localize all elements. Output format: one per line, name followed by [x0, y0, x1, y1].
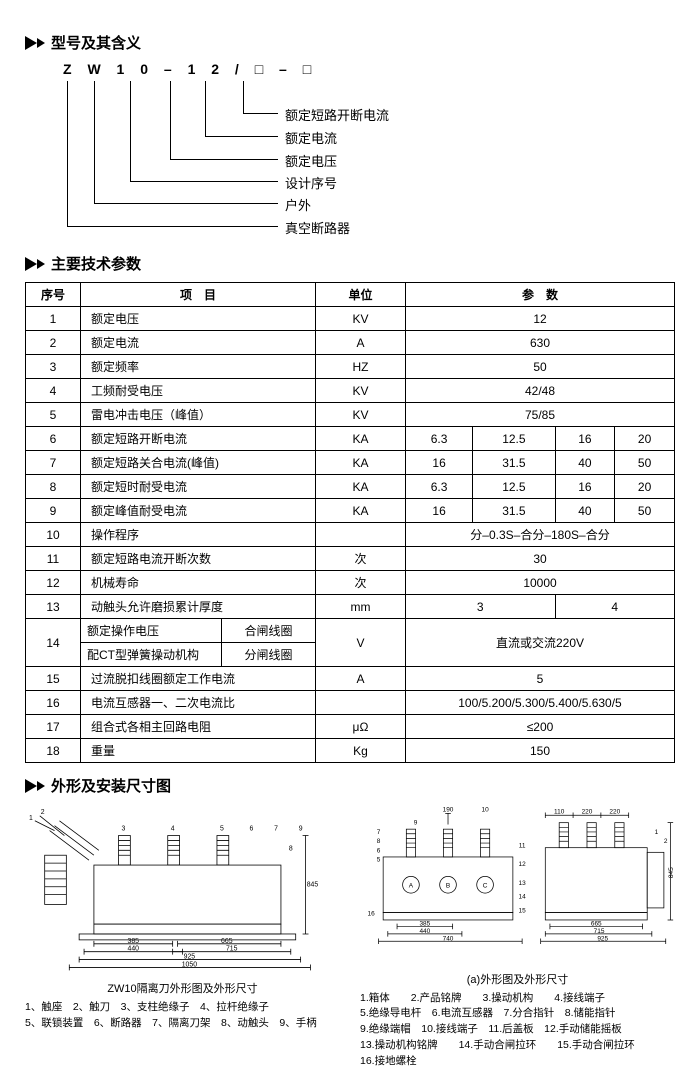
table-row: 12机械寿命次10000	[26, 571, 675, 595]
model-label: 额定电压	[285, 151, 337, 170]
table-row: 3额定频率HZ50	[26, 355, 675, 379]
table-row: 2额定电流A630	[26, 331, 675, 355]
model-code-diagram: Z W 1 0 – 1 2 / □ – □ 额定短路开断电流 额定电流 额定电压…	[45, 61, 675, 241]
model-code-text: Z W 1 0 – 1 2 / □ – □	[63, 61, 317, 77]
table-row: 1额定电压KV12	[26, 307, 675, 331]
svg-text:2: 2	[664, 838, 668, 845]
svg-text:665: 665	[591, 921, 602, 928]
model-label: 额定短路开断电流	[285, 105, 389, 124]
table-row: 5雷电冲击电压（峰值）KV75/85	[26, 403, 675, 427]
svg-text:5: 5	[220, 826, 224, 833]
svg-text:7: 7	[274, 826, 278, 833]
spec-table: 序号 项 目 单位 参 数 1额定电压KV12 2额定电流A630 3额定频率H…	[25, 282, 675, 763]
svg-text:220: 220	[609, 808, 620, 815]
section-header-model: 型号及其含义	[25, 32, 675, 53]
svg-text:4: 4	[171, 826, 175, 833]
svg-text:A: A	[409, 883, 414, 890]
table-row: 6额定短路开断电流KA6.312.51620	[26, 427, 675, 451]
model-label: 设计序号	[285, 173, 337, 192]
svg-text:220: 220	[582, 808, 593, 815]
drawing-legend: 1、触座 2、触刀 3、支柱绝缘子 4、拉杆绝缘子 5、联锁装置 6、断路器 7…	[25, 1000, 340, 1032]
table-row: 4工频耐受电压KV42/48	[26, 379, 675, 403]
svg-text:925: 925	[597, 935, 608, 942]
arrow-icon	[25, 779, 37, 793]
svg-text:385: 385	[419, 921, 430, 928]
svg-text:15: 15	[519, 908, 527, 915]
svg-text:16: 16	[368, 910, 376, 917]
svg-text:925: 925	[184, 954, 196, 961]
svg-text:13: 13	[519, 880, 527, 887]
svg-text:5: 5	[377, 857, 381, 864]
model-label: 真空断路器	[285, 218, 350, 237]
th-item: 项 目	[81, 283, 316, 307]
svg-text:6: 6	[377, 847, 381, 854]
svg-text:11: 11	[519, 843, 526, 850]
section-header-dimensions: 外形及安装尺寸图	[25, 775, 675, 796]
svg-text:C: C	[483, 883, 488, 890]
svg-text:440: 440	[128, 946, 140, 953]
arrow-icon	[37, 38, 45, 48]
svg-text:1: 1	[29, 815, 33, 822]
section-title: 型号及其含义	[51, 32, 141, 53]
table-row: 18重量Kg150	[26, 739, 675, 763]
drawing-caption: (a)外形图及外形尺寸	[360, 971, 675, 987]
svg-text:715: 715	[226, 946, 238, 953]
table-row: 13动触头允许磨损累计厚度mm34	[26, 595, 675, 619]
svg-text:B: B	[446, 883, 450, 890]
th-unit: 单位	[316, 283, 406, 307]
tech-drawing-icon: 7865 919010 1112131415 16 ABC 385 440 74…	[360, 806, 675, 964]
svg-text:2: 2	[41, 809, 45, 816]
model-label: 户外	[285, 195, 311, 214]
svg-text:1: 1	[655, 829, 659, 836]
th-seq: 序号	[26, 283, 81, 307]
section-title: 外形及安装尺寸图	[51, 775, 171, 796]
svg-text:845: 845	[307, 882, 319, 889]
table-row: 16电流互感器一、二次电流比100/5.200/5.300/5.400/5.63…	[26, 691, 675, 715]
table-row: 8额定短时耐受电流KA6.312.51620	[26, 475, 675, 499]
section-header-params: 主要技术参数	[25, 253, 675, 274]
svg-text:8: 8	[377, 838, 381, 845]
svg-text:845: 845	[668, 867, 675, 878]
svg-text:6: 6	[249, 826, 253, 833]
table-row: 15过流脱扣线圈额定工作电流A5	[26, 667, 675, 691]
svg-text:110: 110	[554, 808, 565, 815]
table-row: 11额定短路电流开断次数次30	[26, 547, 675, 571]
svg-text:740: 740	[443, 935, 454, 942]
svg-text:9: 9	[414, 820, 418, 827]
svg-text:665: 665	[221, 938, 233, 945]
table-row: 7额定短路关合电流(峰值)KA1631.54050	[26, 451, 675, 475]
svg-text:9: 9	[299, 826, 303, 833]
table-row: 17组合式各相主回路电阻μΩ≤200	[26, 715, 675, 739]
drawing-caption: ZW10隔离刀外形图及外形尺寸	[25, 980, 340, 996]
arrow-icon	[25, 257, 37, 271]
svg-text:7: 7	[377, 829, 381, 836]
svg-text:440: 440	[419, 928, 430, 935]
svg-text:10: 10	[481, 807, 489, 814]
drawing-a: 1 2 3 4 5 6 7 8 9 845 385 440 665 715 925 1050…	[25, 806, 340, 1069]
svg-text:385: 385	[128, 938, 140, 945]
model-label: 额定电流	[285, 128, 337, 147]
svg-text:14: 14	[519, 894, 527, 901]
arrow-icon	[37, 781, 45, 791]
arrow-icon	[37, 259, 45, 269]
svg-text:715: 715	[594, 928, 605, 935]
arrow-icon	[25, 36, 37, 50]
tech-drawing-icon: 1 2 3 4 5 6 7 8 9 845 385 440 665 715 925 1050	[25, 806, 340, 973]
drawing-legend: 1.箱体 2.产品铭牌 3.操动机构 4.接线端子 5.绝缘导电杆 6.电流互感…	[360, 991, 675, 1070]
svg-text:12: 12	[519, 861, 527, 868]
table-row: 10操作程序分–0.3S–合分–180S–合分	[26, 523, 675, 547]
drawings-row: 12 345 6789 845 385 440 665 715 925 1050…	[25, 806, 675, 1069]
drawing-b: 7865 919010 1112131415 16 ABC 385 440 74…	[360, 806, 675, 1069]
table-row: 9额定峰值耐受电流KA1631.54050	[26, 499, 675, 523]
svg-text:1050: 1050	[182, 961, 197, 968]
svg-text:190: 190	[443, 807, 454, 814]
svg-text:8: 8	[289, 845, 293, 852]
svg-text:3: 3	[122, 826, 126, 833]
section-title: 主要技术参数	[51, 253, 141, 274]
th-param: 参 数	[406, 283, 675, 307]
